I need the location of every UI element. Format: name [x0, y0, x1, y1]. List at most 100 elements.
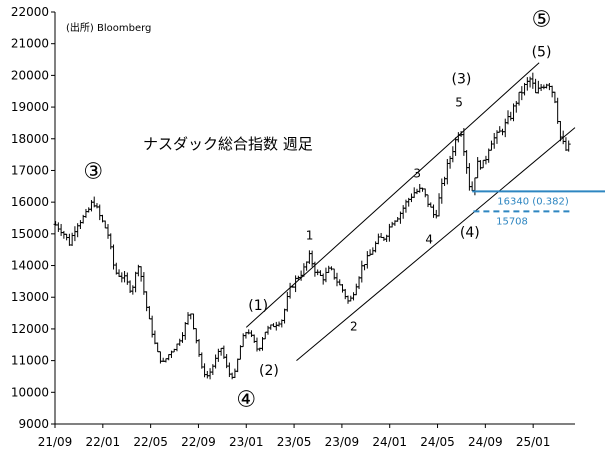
weekly-bar: [343, 288, 348, 300]
weekly-bar: [208, 368, 213, 380]
weekly-bar: [174, 343, 179, 352]
y-tick-label: 17000: [11, 163, 49, 177]
weekly-bar: [566, 140, 571, 152]
weekly-bar: [180, 332, 185, 343]
weekly-bar: [191, 313, 196, 330]
weekly-bar: [450, 146, 455, 163]
weekly-bar: [86, 207, 91, 213]
fib-levels: 16340 (0.382) 15708: [472, 190, 605, 227]
weekly-bar: [72, 226, 77, 242]
x-tick-label: 24/01: [372, 435, 407, 449]
weekly-bar: [401, 205, 406, 219]
weekly-bar: [503, 118, 508, 138]
weekly-bar: [304, 261, 309, 271]
weekly-bar: [563, 137, 568, 151]
y-tick-label: 21000: [11, 37, 49, 51]
weekly-bar: [183, 321, 188, 340]
weekly-bar: [533, 78, 538, 94]
weekly-bar: [144, 291, 149, 312]
weekly-bar: [263, 331, 268, 340]
weekly-bar: [323, 267, 328, 283]
weekly-bar: [472, 177, 477, 196]
weekly-bar: [235, 358, 240, 373]
weekly-bar: [119, 272, 124, 283]
weekly-bar: [249, 330, 254, 338]
weekly-bar: [337, 279, 342, 286]
weekly-bar: [365, 251, 370, 269]
trend-channel: [245, 62, 576, 361]
weekly-bar: [282, 308, 287, 324]
weekly-bar: [78, 220, 83, 230]
weekly-bar: [464, 150, 469, 174]
y-tick-label: 12000: [11, 322, 49, 336]
weekly-bar: [550, 85, 555, 98]
weekly-bar: [122, 271, 127, 283]
weekly-bar: [390, 221, 395, 228]
weekly-bar: [525, 77, 530, 91]
weekly-bar: [475, 157, 480, 179]
weekly-bar: [230, 372, 235, 380]
x-tick-label: 23/05: [277, 435, 312, 449]
weekly-bar: [199, 352, 204, 369]
weekly-bar: [530, 72, 535, 89]
weekly-bar: [321, 273, 326, 285]
weekly-bar: [434, 209, 439, 219]
weekly-bar: [266, 325, 271, 335]
weekly-bar: [508, 111, 513, 121]
weekly-bar: [326, 265, 331, 273]
weekly-bar: [61, 230, 66, 239]
y-tick-label: 13000: [11, 290, 49, 304]
y-tick-label: 15000: [11, 227, 49, 241]
weekly-bar: [354, 283, 359, 296]
y-tick-label: 16000: [11, 195, 49, 209]
weekly-bar: [359, 260, 364, 283]
weekly-bar: [94, 203, 99, 209]
level-label: 16340 (0.382): [497, 196, 569, 207]
weekly-bar: [379, 232, 384, 239]
y-tick-label: 19000: [11, 100, 49, 114]
weekly-bar: [133, 271, 138, 293]
weekly-bar: [216, 348, 221, 362]
weekly-bar: [334, 272, 339, 287]
wave-label: ③: [83, 159, 103, 184]
weekly-bar: [202, 363, 207, 378]
weekly-bar: [555, 97, 560, 124]
weekly-bar: [139, 266, 144, 282]
weekly-bar: [552, 91, 557, 104]
weekly-bar: [481, 159, 486, 169]
chart-title: ナスダック総合指数 週足: [143, 135, 313, 153]
weekly-bar: [528, 76, 533, 88]
wave-labels: ③ ④ ⑤ (1) (2) (3) (4) (5) 1 2 3 4 5: [83, 7, 551, 412]
weekly-bar: [246, 329, 251, 335]
weekly-bar: [274, 321, 279, 331]
weekly-bar: [437, 193, 442, 217]
weekly-bar: [307, 250, 312, 264]
weekly-bar: [426, 194, 431, 208]
source-note: (出所) Bloomberg: [66, 21, 151, 34]
x-tick-label: 23/09: [325, 435, 360, 449]
weekly-bar: [362, 264, 367, 271]
wave-label: (4): [460, 225, 480, 241]
weekly-bar: [346, 295, 351, 304]
weekly-bar: [310, 250, 315, 267]
price-bars: [53, 72, 571, 380]
y-tick-label: 11000: [11, 354, 49, 368]
weekly-bar: [97, 204, 102, 221]
weekly-bar: [56, 222, 61, 232]
weekly-bar: [59, 223, 64, 236]
x-tick-label: 25/01: [516, 435, 551, 449]
wave-label: 3: [413, 166, 421, 180]
wave-label: ⑤: [532, 7, 552, 32]
y-axis: 22000 21000 20000 19000 18000 17000 16000 15000…: [11, 5, 56, 431]
wave-label: (3): [452, 71, 472, 87]
wave-label: 5: [455, 95, 463, 109]
weekly-bar: [483, 155, 488, 165]
y-tick-label: 20000: [11, 68, 49, 82]
weekly-bar: [431, 204, 436, 218]
wave-label: 4: [425, 232, 433, 246]
weekly-bar: [448, 155, 453, 169]
weekly-bar: [536, 80, 541, 94]
weekly-bar: [409, 193, 414, 203]
weekly-bar: [232, 368, 237, 379]
weekly-bar: [428, 202, 433, 208]
